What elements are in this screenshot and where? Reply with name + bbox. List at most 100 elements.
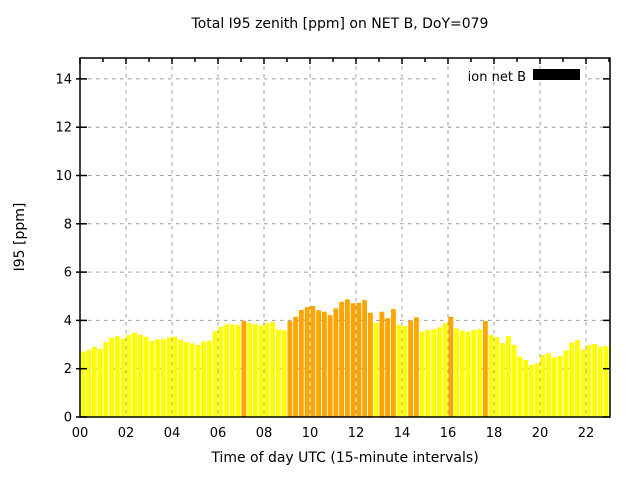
chart-title: Total I95 zenith [ppm] on NET B, DoY=079 [191, 16, 489, 32]
bar [511, 345, 517, 417]
bar [316, 310, 322, 417]
x-tick-label: 20 [532, 426, 549, 441]
bar [557, 355, 563, 417]
bar [195, 345, 201, 417]
bar [293, 316, 299, 417]
bar [385, 318, 391, 417]
bar [235, 325, 241, 417]
bar [454, 328, 460, 417]
bar [247, 323, 253, 417]
bar [91, 346, 97, 417]
bar [189, 343, 195, 417]
bar [597, 346, 603, 417]
y-tick-label: 2 [64, 362, 72, 377]
y-tick-label: 0 [64, 411, 72, 426]
bar [569, 342, 575, 417]
bar [287, 321, 293, 417]
bar [362, 300, 368, 417]
x-tick-labels: 00 02 04 06 08 10 12 14 16 18 20 22 [72, 426, 595, 441]
bar [126, 334, 132, 417]
y-axis-label: I95 [ppm] [12, 203, 28, 272]
bar [477, 329, 483, 417]
bar [218, 326, 224, 417]
x-tick-label: 16 [440, 426, 457, 441]
bar [270, 321, 276, 417]
bar [321, 311, 327, 417]
legend: ion net B [468, 69, 580, 85]
bar [304, 307, 310, 417]
bar [264, 323, 270, 417]
bar [459, 330, 465, 417]
bar [97, 348, 103, 417]
bar [471, 330, 477, 417]
bar [114, 336, 120, 417]
bar [224, 324, 230, 417]
bar [523, 360, 529, 417]
bar [425, 330, 431, 417]
bar [586, 345, 592, 417]
bar [448, 316, 454, 417]
bar [178, 339, 184, 417]
bar [592, 344, 598, 417]
x-axis-label: Time of day UTC (15-minute intervals) [210, 450, 478, 466]
bar [344, 299, 350, 417]
x-tick-label: 00 [72, 426, 89, 441]
x-tick-label: 14 [394, 426, 411, 441]
bar [580, 349, 586, 417]
bar [505, 336, 511, 417]
bar [540, 354, 546, 417]
bar [517, 356, 523, 418]
legend-label: ion net B [468, 70, 526, 85]
bar [396, 324, 402, 417]
bar [80, 351, 86, 417]
y-tick-label: 10 [55, 169, 72, 184]
bar [229, 324, 235, 417]
bar [310, 305, 316, 417]
bar [465, 331, 471, 417]
bar [494, 337, 500, 417]
y-tick-label: 14 [55, 72, 72, 87]
x-tick-label: 06 [210, 426, 227, 441]
bar [143, 336, 149, 417]
bar [534, 363, 540, 417]
x-tick-label: 22 [578, 426, 595, 441]
x-tick-label: 04 [164, 426, 181, 441]
bar [367, 312, 373, 417]
bar [155, 339, 161, 417]
legend-swatch [533, 69, 580, 80]
x-tick-label: 18 [486, 426, 503, 441]
bar [160, 339, 166, 417]
bar [442, 323, 448, 417]
bars-group [80, 299, 609, 418]
plot-border [79, 57, 611, 418]
y-tick-label: 4 [64, 314, 72, 329]
bar [166, 337, 172, 417]
y-tick-label: 12 [55, 121, 72, 136]
axis-ticks [76, 58, 610, 418]
gridlines [80, 58, 610, 417]
y-tick-label: 6 [64, 266, 72, 281]
x-tick-label: 10 [302, 426, 319, 441]
bar [149, 340, 155, 417]
x-tick-label: 08 [256, 426, 273, 441]
bar [86, 349, 92, 417]
bar [413, 317, 419, 417]
bar [252, 324, 258, 417]
x-tick-label: 02 [118, 426, 135, 441]
bar [258, 325, 264, 417]
bar [327, 315, 333, 417]
bar [275, 329, 281, 417]
bar [373, 322, 379, 417]
bar [546, 353, 552, 417]
bar [333, 308, 339, 417]
bar [563, 350, 569, 417]
bar [201, 341, 207, 417]
bar [408, 320, 414, 417]
bar [488, 335, 494, 417]
bar [436, 327, 442, 417]
bar [183, 342, 189, 417]
bar [551, 357, 557, 417]
bar [379, 311, 385, 417]
